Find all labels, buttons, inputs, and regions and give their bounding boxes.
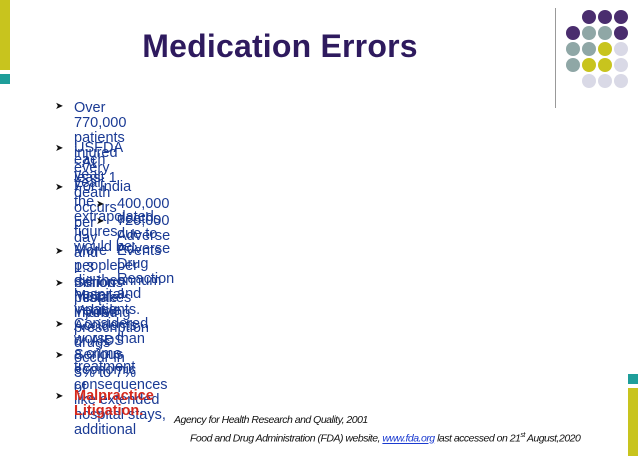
sub-bullet-item: 720,000 Adverse Events per annum — [117, 213, 171, 289]
bullet-item: Serious mistakes involving prescription … — [74, 275, 149, 396]
left-accent-square — [0, 74, 10, 84]
bullet-arrow-icon: ➤ — [55, 101, 64, 112]
fda-website-link[interactable]: www.fda.org — [382, 432, 435, 445]
sub-bullet-arrow-icon: ➤ — [96, 216, 105, 227]
sub-bullet-arrow-icon: ➤ — [96, 199, 105, 210]
bullet-arrow-icon: ➤ — [55, 182, 64, 193]
bullet-arrow-icon: ➤ — [55, 319, 64, 330]
decorative-dot — [598, 26, 612, 40]
title-divider — [555, 8, 556, 108]
slide-title: Medication Errors — [142, 28, 418, 64]
decorative-dot — [582, 74, 596, 88]
bullet-arrow-icon: ➤ — [55, 143, 64, 154]
right-accent-square — [628, 374, 638, 384]
decorative-dot-grid — [0, 0, 638, 110]
decorative-dot — [582, 42, 596, 56]
decorative-dot — [598, 42, 612, 56]
reference-line: Food and Drug Administration (FDA) websi… — [190, 432, 581, 445]
right-accent-bar — [628, 388, 638, 456]
ordinal-suffix: st — [520, 432, 525, 439]
reference-line: Agency for Health Research and Quality, … — [174, 414, 368, 426]
left-accent-bar — [0, 0, 10, 70]
decorative-dot — [614, 26, 628, 40]
decorative-dot — [566, 26, 580, 40]
sub-bullet-item: 400,000 deaths due to Adverse Drug React… — [117, 196, 175, 302]
bullet-arrow-icon: ➤ — [55, 246, 64, 257]
decorative-dot — [582, 26, 596, 40]
bullet-arrow-icon: ➤ — [55, 391, 64, 402]
bullet-item-highlight: Malpractice Litigation. — [74, 388, 154, 419]
decorative-dot — [614, 10, 628, 24]
decorative-dot — [582, 10, 596, 24]
reference-text: last accessed on 21 — [434, 432, 521, 445]
decorative-dot — [614, 58, 628, 72]
bullet-item: Over 770,000 patients injured every year… — [74, 100, 127, 191]
decorative-dot — [598, 74, 612, 88]
bullet-item: USFDA - At least 1 death occurs per day … — [74, 140, 123, 321]
bullet-item: For India the extrapolated figures would… — [74, 179, 154, 255]
bullet-arrow-icon: ➤ — [55, 278, 64, 289]
bullet-item: Serious economic consequences like exten… — [74, 347, 168, 438]
decorative-dot — [566, 58, 580, 72]
decorative-dot — [614, 42, 628, 56]
decorative-dot — [582, 58, 596, 72]
reference-text: Food and Drug Administration (FDA) websi… — [190, 432, 383, 445]
bullet-item: More people die then Motor Vehicle Accid… — [74, 243, 137, 349]
bullet-item: Considered worse than a crime — [74, 316, 149, 362]
bullet-item-continuation: treatment — [74, 359, 136, 375]
bullet-item-continuation: hospital inpatients. — [74, 287, 141, 318]
decorative-dot — [614, 74, 628, 88]
decorative-dot — [566, 42, 580, 56]
decorative-dot — [598, 10, 612, 24]
decorative-dot — [598, 58, 612, 72]
bullet-item-continuation: each year. — [74, 152, 106, 183]
reference-text: August,2020 — [524, 432, 581, 445]
bullet-arrow-icon: ➤ — [55, 350, 64, 361]
